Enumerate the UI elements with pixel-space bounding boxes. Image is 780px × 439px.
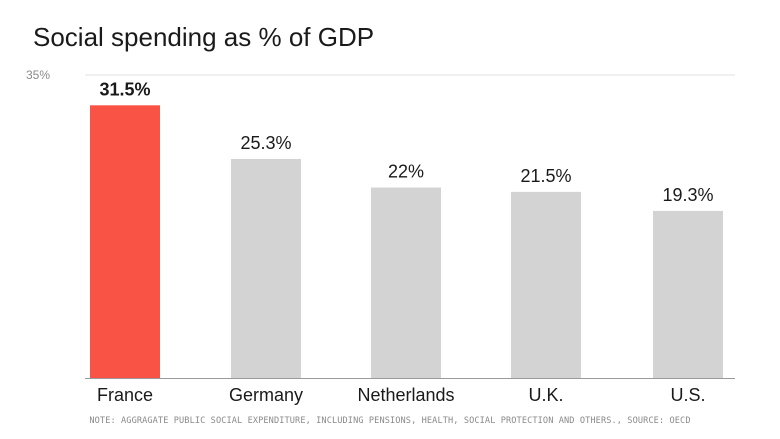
category-label-u-s: U.S.: [670, 385, 705, 405]
bar-u-s: [653, 210, 723, 378]
bar-netherlands: [371, 187, 441, 378]
bar-u-k: [511, 191, 581, 378]
category-label-netherlands: Netherlands: [357, 385, 454, 405]
value-label-u-s: 19.3%: [662, 185, 713, 205]
y-axis: 35%: [26, 68, 735, 82]
bar-germany: [231, 158, 301, 378]
y-tick-label: 35%: [26, 68, 50, 82]
category-label-u-k: U.K.: [528, 385, 563, 405]
value-label-france: 31.5%: [99, 79, 150, 99]
value-label-germany: 25.3%: [240, 133, 291, 153]
category-label-france: France: [97, 385, 153, 405]
source-note: NOTE: AGGRAGATE PUBLIC SOCIAL EXPENDITUR…: [89, 416, 690, 426]
bars: [90, 105, 723, 379]
category-label-germany: Germany: [229, 385, 303, 405]
chart-title: Social spending as % of GDP: [33, 22, 374, 52]
value-label-netherlands: 22%: [388, 162, 424, 182]
value-label-u-k: 21.5%: [520, 166, 571, 186]
bar-france: [90, 105, 160, 379]
category-labels: France Germany Netherlands U.K. U.S.: [97, 385, 706, 405]
value-labels: 31.5% 25.3% 22% 21.5% 19.3%: [99, 79, 713, 205]
